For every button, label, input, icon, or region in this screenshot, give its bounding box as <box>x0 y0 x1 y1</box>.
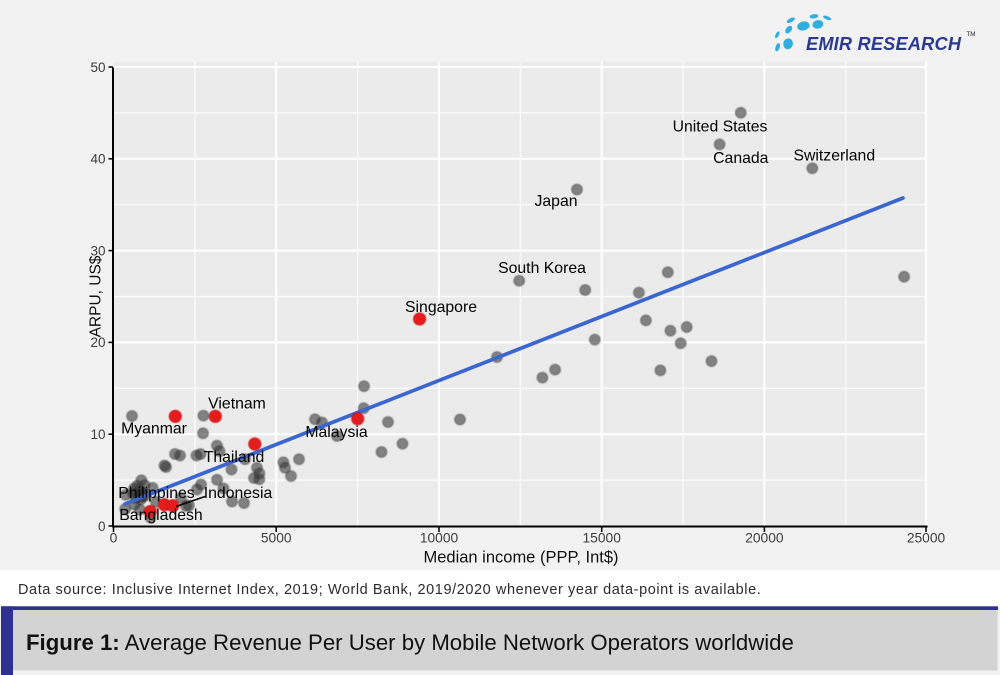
svg-text:25000: 25000 <box>907 530 946 545</box>
svg-text:Figure 1: Average Revenue Per: Figure 1: Average Revenue Per User by Mo… <box>26 630 794 655</box>
svg-text:Singapore: Singapore <box>405 299 477 316</box>
svg-text:10000: 10000 <box>420 530 459 545</box>
svg-text:Philippines: Philippines <box>118 485 195 502</box>
svg-text:Myanmar: Myanmar <box>121 421 187 438</box>
svg-text:20: 20 <box>90 335 105 350</box>
svg-text:Data source: Inclusive Interne: Data source: Inclusive Internet Index, 2… <box>18 582 761 598</box>
svg-text:Switzerland: Switzerland <box>793 147 875 164</box>
svg-text:20000: 20000 <box>745 530 784 545</box>
svg-text:0: 0 <box>110 530 118 545</box>
svg-text:Median income (PPP, Int$): Median income (PPP, Int$) <box>423 549 618 567</box>
svg-text:EMIR RESEARCH: EMIR RESEARCH <box>806 34 962 54</box>
svg-text:ARPU, US$: ARPU, US$ <box>88 255 105 337</box>
svg-text:50: 50 <box>90 60 105 75</box>
svg-text:Vietnam: Vietnam <box>208 396 266 413</box>
svg-text:10: 10 <box>90 427 105 442</box>
svg-text:15000: 15000 <box>583 530 622 545</box>
svg-text:Thailand: Thailand <box>204 449 265 466</box>
svg-text:Bangladesh: Bangladesh <box>119 507 202 524</box>
svg-text:TM: TM <box>967 31 976 38</box>
svg-text:30: 30 <box>90 243 105 258</box>
svg-text:South Korea: South Korea <box>498 260 586 277</box>
svg-text:United States: United States <box>673 119 768 136</box>
svg-text:Canada: Canada <box>713 150 769 167</box>
svg-text:5000: 5000 <box>261 530 292 545</box>
svg-text:Malaysia: Malaysia <box>305 424 368 441</box>
svg-text:Indonesia: Indonesia <box>204 485 273 502</box>
svg-text:Japan: Japan <box>534 193 577 210</box>
svg-text:0: 0 <box>98 519 106 534</box>
svg-text:40: 40 <box>90 152 105 167</box>
